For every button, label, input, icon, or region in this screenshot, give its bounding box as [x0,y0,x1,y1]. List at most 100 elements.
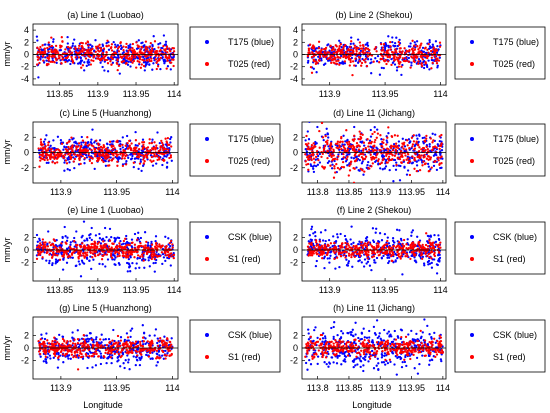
point-red [138,162,142,165]
point-red [427,252,430,256]
point-blue [131,261,134,265]
point-red [408,159,411,163]
point-red [170,58,174,61]
point-blue [55,61,58,65]
point-red [105,51,108,54]
point-red [130,148,133,152]
point-red [423,149,426,153]
point-red [335,250,338,253]
point-red [347,56,351,59]
point-red [62,253,66,257]
point-red [318,253,322,257]
point-red [420,148,423,151]
point-red [311,254,314,257]
point-red [362,58,366,62]
point-blue [435,168,439,172]
point-red [150,155,154,159]
point-blue [375,227,378,230]
point-red [155,154,159,157]
point-red [41,238,45,241]
point-blue [324,239,327,243]
point-blue [409,42,412,45]
point-red [411,143,415,146]
point-blue [66,35,69,39]
point-blue [100,341,103,344]
point-red [124,45,128,49]
point-red [64,241,67,244]
point-blue [129,65,132,68]
point-blue [125,134,129,138]
point-blue [142,55,145,59]
point-red [116,247,119,250]
y-tick-label: 2 [293,233,298,243]
point-red [103,250,106,253]
point-blue [69,62,72,66]
point-red [96,242,99,246]
point-red [42,59,45,62]
point-red [46,158,49,162]
point-red [143,52,146,55]
point-red [364,146,367,150]
point-red [361,133,364,136]
point-red [171,243,174,246]
point-red [90,59,93,62]
point-blue [59,48,63,52]
point-blue [374,160,377,164]
point-blue [413,259,417,262]
point-red [163,159,166,162]
point-red [413,60,416,64]
point-blue [358,240,361,243]
point-red [63,156,66,159]
point-blue [101,44,105,48]
point-red [128,48,132,51]
point-blue [386,236,389,239]
point-blue [146,56,150,59]
point-red [372,246,375,249]
point-red [396,58,399,61]
point-red [132,59,136,63]
y-tick-label: -2 [21,62,29,72]
point-red [398,157,402,161]
point-red [351,144,355,147]
point-blue [135,47,139,50]
point-red [371,132,374,136]
point-red [329,242,333,245]
point-blue [433,258,436,261]
point-red [171,47,174,50]
point-red [377,254,380,257]
point-red [100,57,103,60]
point-red [397,241,401,244]
point-blue [48,261,51,265]
legend-marker-blue [470,40,474,44]
point-red [88,247,91,250]
point-red [127,243,130,246]
point-red [358,251,361,254]
point-blue [45,161,48,165]
point-red [86,254,89,257]
point-blue [102,49,105,52]
point-red [393,154,397,157]
point-red [68,245,72,248]
point-red [310,144,314,147]
point-blue [327,43,330,46]
point-red [74,244,78,247]
point-red [170,252,173,255]
point-blue [117,158,120,161]
point-red [398,43,401,46]
point-blue [163,154,166,158]
point-blue [152,62,155,65]
point-red [387,246,391,249]
point-blue [378,232,382,235]
point-blue [438,256,442,260]
point-red [166,136,170,140]
point-red [336,158,339,161]
point-blue [78,263,81,266]
point-red [378,61,381,64]
point-red [426,54,429,57]
point-red [367,142,371,145]
point-red [150,257,153,261]
point-red [392,51,396,54]
point-red [360,155,364,159]
legend: T175 (blue)T025 (red) [189,123,281,177]
point-blue [125,240,129,244]
